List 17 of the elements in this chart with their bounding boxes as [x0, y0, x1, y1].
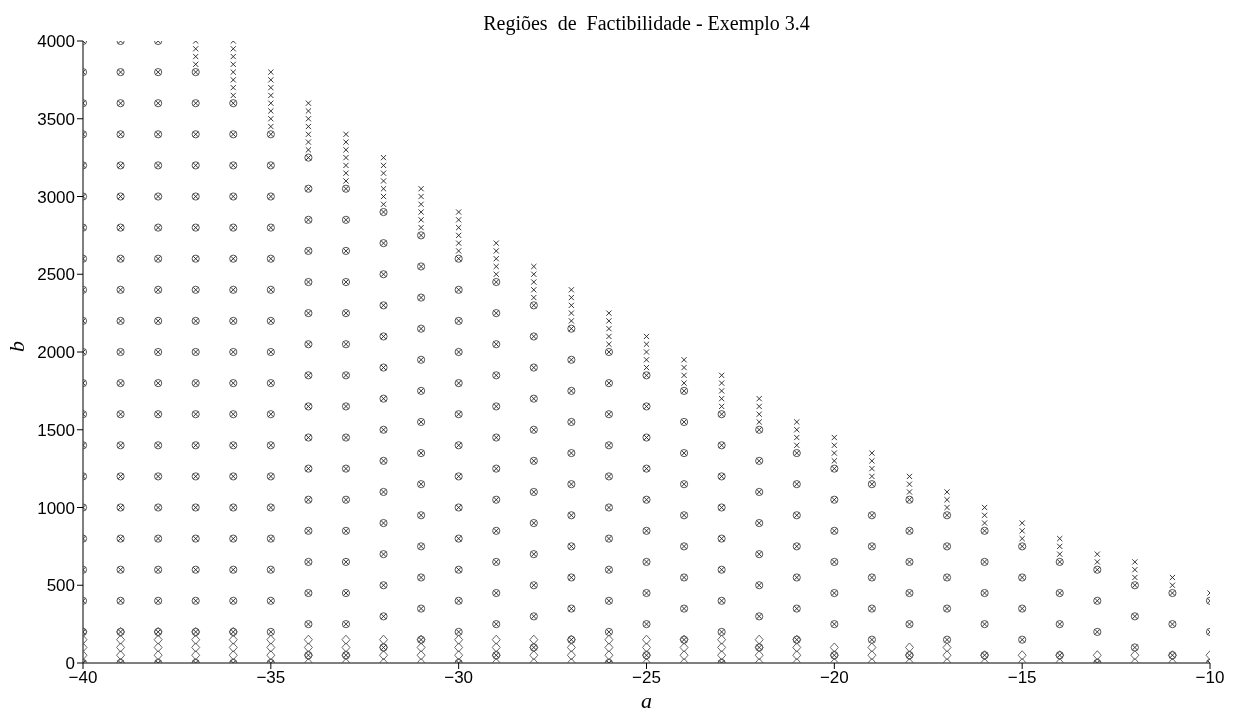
- y-axis-title: b: [3, 341, 29, 352]
- y-tick-label: 1000: [37, 498, 75, 518]
- chart-title: Regiões de Factibilidade - Exemplo 3.4: [482, 12, 811, 35]
- x-tick-label: −35: [256, 668, 286, 688]
- y-tick-label: 2500: [37, 265, 75, 285]
- x-axis-title: a: [641, 688, 652, 711]
- y-tick-label: 3500: [37, 109, 75, 129]
- x-tick-label: −10: [1195, 668, 1225, 688]
- y-tick-label: 3000: [37, 187, 75, 207]
- x-tick-label: −25: [632, 668, 661, 688]
- y-tick-label: 1500: [37, 420, 75, 440]
- y-tick-label: 500: [46, 576, 75, 596]
- y-tick-label: 4000: [37, 32, 75, 52]
- x-tick-label: −30: [444, 668, 474, 688]
- x-tick-label: −15: [1007, 668, 1037, 688]
- x-tick-label: −20: [819, 668, 849, 688]
- y-tick-label: 2000: [37, 343, 75, 363]
